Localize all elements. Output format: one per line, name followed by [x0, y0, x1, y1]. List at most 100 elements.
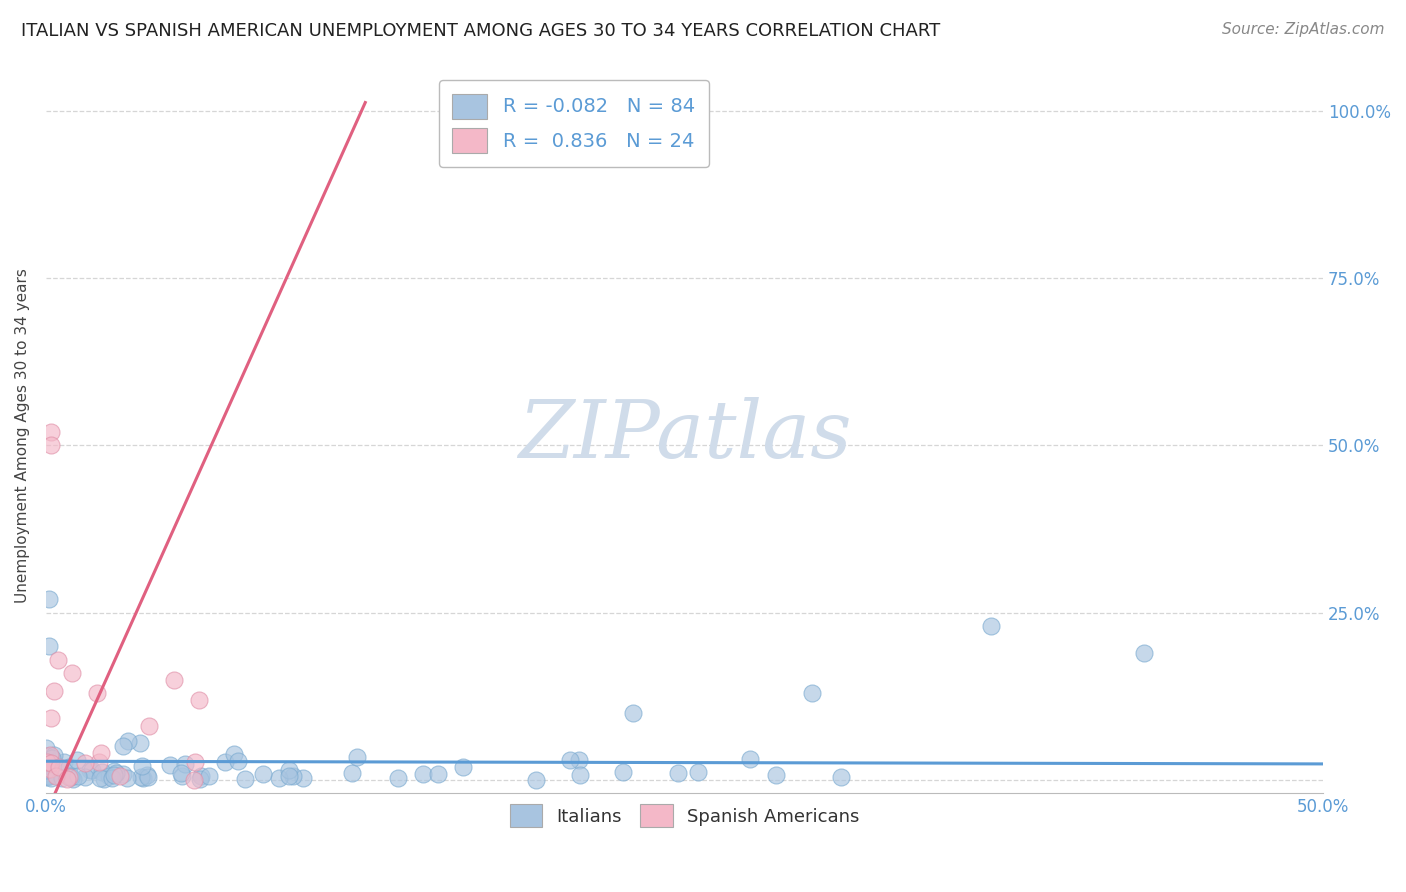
- Point: [131, 771, 153, 785]
- Point: [62, 772, 84, 786]
- Point: [35, 755, 58, 769]
- Point: [73, 756, 96, 770]
- Point: [198, 769, 221, 783]
- Point: [830, 771, 852, 785]
- Point: [214, 755, 236, 769]
- Point: [35, 767, 58, 781]
- Point: [169, 765, 191, 780]
- Point: [163, 673, 186, 687]
- Point: [38, 639, 60, 653]
- Point: [35, 764, 58, 778]
- Point: [292, 771, 315, 785]
- Point: [278, 769, 301, 783]
- Point: [38, 748, 60, 763]
- Legend: Italians, Spanish Americans: Italians, Spanish Americans: [502, 797, 866, 834]
- Point: [235, 772, 257, 786]
- Point: [100, 771, 122, 785]
- Point: [980, 619, 1002, 633]
- Text: ITALIAN VS SPANISH AMERICAN UNEMPLOYMENT AMONG AGES 30 TO 34 YEARS CORRELATION C: ITALIAN VS SPANISH AMERICAN UNEMPLOYMENT…: [21, 22, 941, 40]
- Point: [35, 748, 58, 763]
- Point: [79, 763, 101, 777]
- Point: [115, 771, 138, 785]
- Point: [90, 747, 112, 761]
- Point: [346, 749, 368, 764]
- Point: [103, 764, 125, 779]
- Point: [412, 766, 434, 780]
- Point: [387, 771, 409, 785]
- Point: [66, 753, 89, 767]
- Text: ZIPatlas: ZIPatlas: [517, 397, 851, 475]
- Point: [170, 768, 193, 782]
- Point: [283, 769, 305, 783]
- Point: [97, 769, 120, 783]
- Point: [159, 758, 181, 772]
- Point: [39, 425, 62, 439]
- Point: [1133, 646, 1156, 660]
- Point: [277, 764, 299, 778]
- Point: [58, 760, 80, 774]
- Point: [117, 734, 139, 748]
- Point: [765, 767, 787, 781]
- Point: [558, 753, 581, 767]
- Point: [39, 756, 62, 770]
- Point: [612, 764, 634, 779]
- Point: [39, 771, 62, 785]
- Point: [136, 770, 159, 784]
- Point: [37, 757, 59, 772]
- Point: [267, 771, 290, 785]
- Point: [222, 747, 245, 761]
- Point: [174, 757, 197, 772]
- Point: [623, 706, 645, 720]
- Point: [45, 769, 67, 783]
- Point: [93, 772, 115, 786]
- Text: Source: ZipAtlas.com: Source: ZipAtlas.com: [1222, 22, 1385, 37]
- Point: [426, 767, 449, 781]
- Point: [53, 756, 76, 770]
- Y-axis label: Unemployment Among Ages 30 to 34 years: Unemployment Among Ages 30 to 34 years: [15, 268, 30, 603]
- Point: [188, 772, 211, 786]
- Point: [37, 757, 59, 772]
- Point: [86, 686, 108, 700]
- Point: [131, 759, 153, 773]
- Point: [89, 771, 111, 785]
- Point: [60, 665, 83, 680]
- Point: [80, 763, 103, 777]
- Point: [35, 741, 58, 756]
- Point: [453, 760, 475, 774]
- Point: [44, 747, 66, 762]
- Point: [38, 769, 60, 783]
- Point: [56, 772, 79, 786]
- Point: [740, 752, 762, 766]
- Point: [59, 769, 82, 783]
- Point: [568, 753, 591, 767]
- Point: [131, 771, 153, 785]
- Point: [44, 683, 66, 698]
- Point: [340, 766, 363, 780]
- Point: [48, 760, 70, 774]
- Point: [184, 755, 207, 769]
- Point: [58, 769, 80, 783]
- Point: [38, 592, 60, 607]
- Point: [38, 762, 60, 776]
- Point: [111, 767, 134, 781]
- Point: [35, 770, 58, 784]
- Point: [801, 686, 824, 700]
- Point: [38, 770, 60, 784]
- Point: [188, 692, 211, 706]
- Point: [46, 652, 69, 666]
- Point: [51, 771, 73, 785]
- Point: [39, 752, 62, 766]
- Point: [190, 769, 212, 783]
- Point: [35, 763, 58, 777]
- Point: [524, 772, 547, 787]
- Point: [73, 770, 96, 784]
- Point: [226, 754, 249, 768]
- Point: [39, 438, 62, 452]
- Point: [686, 765, 709, 780]
- Point: [39, 711, 62, 725]
- Point: [41, 751, 63, 765]
- Point: [89, 755, 111, 769]
- Point: [252, 767, 274, 781]
- Point: [569, 768, 592, 782]
- Point: [91, 764, 114, 779]
